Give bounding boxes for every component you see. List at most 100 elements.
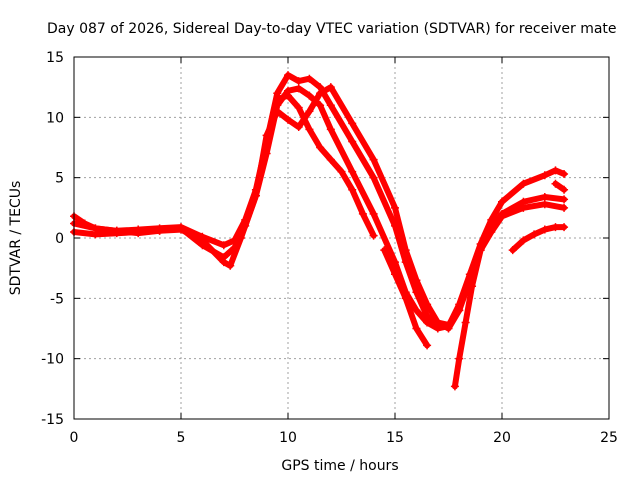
data-point: [294, 103, 303, 112]
data-point: [560, 203, 569, 212]
data-point: [305, 125, 314, 134]
data-point: [391, 270, 399, 279]
data-point: [358, 209, 367, 218]
data-point: [560, 185, 569, 194]
data-point: [112, 226, 121, 235]
data-point: [540, 192, 549, 201]
data-point: [423, 318, 432, 327]
series-line: [509, 224, 568, 254]
y-axis-label: SDTVAR / TECUs: [8, 181, 24, 296]
data-point: [519, 203, 528, 212]
x-tick-label: 25: [600, 430, 618, 446]
data-point: [316, 143, 325, 152]
data-point: [226, 261, 235, 270]
data-point: [560, 195, 569, 204]
data-point: [219, 241, 228, 250]
data-point: [380, 246, 389, 255]
data-point: [519, 236, 528, 245]
data-point: [540, 200, 549, 209]
data-point: [316, 101, 325, 110]
series-track-8: [551, 179, 569, 194]
data-point: [412, 324, 421, 333]
data-point: [498, 212, 506, 221]
data-point: [444, 324, 453, 333]
y-tick-label: 15: [46, 50, 64, 66]
data-point: [530, 230, 539, 239]
data-point: [326, 101, 335, 110]
x-tick-label: 0: [70, 430, 79, 446]
data-point: [262, 131, 271, 140]
data-point: [540, 225, 549, 234]
y-tick-label: 0: [55, 231, 64, 247]
data-point: [177, 225, 185, 234]
data-point: [487, 224, 496, 233]
data-point: [401, 294, 410, 303]
data-point: [423, 341, 432, 350]
data-point: [476, 246, 485, 255]
data-point: [551, 179, 560, 188]
y-tick-label: -10: [41, 352, 64, 368]
data-point: [455, 354, 464, 363]
data-point: [540, 171, 549, 180]
data-point: [560, 170, 569, 179]
data-point: [326, 83, 335, 92]
chart-title: Day 087 of 2026, Sidereal Day-to-day VTE…: [47, 21, 617, 37]
data-point: [450, 382, 459, 391]
series-line: [71, 85, 568, 332]
data-point: [498, 197, 506, 206]
data-point: [198, 236, 207, 245]
data-point: [294, 122, 303, 131]
x-axis-label: GPS time / hours: [281, 458, 398, 474]
data-point: [551, 223, 560, 232]
data-point: [284, 115, 292, 124]
x-tick-label: 15: [386, 430, 404, 446]
y-tick-label: -15: [41, 412, 64, 428]
data-point: [391, 203, 399, 212]
data-point: [369, 209, 378, 218]
series-line: [552, 180, 568, 193]
data-point: [369, 173, 378, 182]
data-point: [369, 231, 378, 240]
data-point: [294, 84, 303, 93]
data-point: [412, 276, 421, 285]
x-tick-label: 10: [279, 430, 297, 446]
y-tick-label: -5: [50, 291, 64, 307]
data-point: [433, 318, 442, 327]
data-point: [305, 74, 314, 83]
data-point: [337, 167, 346, 176]
data-series: [70, 71, 569, 391]
data-point: [305, 91, 314, 100]
data-point: [348, 137, 357, 146]
data-point: [326, 125, 335, 134]
series-track-5: [380, 246, 432, 350]
data-point: [294, 77, 303, 86]
data-point: [273, 95, 282, 104]
data-point: [134, 229, 143, 238]
data-point: [305, 107, 314, 116]
data-point: [369, 155, 378, 164]
data-point: [423, 300, 432, 309]
axis-ticks: 0 5 10 15 20 25 -15 -10 -5 0 5 10 15: [41, 50, 618, 446]
data-point: [461, 318, 470, 327]
data-point: [284, 91, 292, 100]
series-track-2: [70, 84, 569, 333]
data-point: [508, 246, 517, 255]
data-point: [273, 107, 282, 116]
data-point: [91, 224, 100, 233]
series-line: [451, 225, 495, 390]
y-tick-label: 5: [55, 171, 64, 187]
data-point: [219, 258, 228, 267]
data-point: [316, 89, 325, 98]
data-point: [326, 155, 335, 164]
series-line: [274, 92, 377, 239]
series-track-7: [508, 223, 569, 255]
data-point: [519, 179, 528, 188]
data-point: [348, 185, 357, 194]
data-point: [251, 191, 260, 200]
series-track-3: [70, 83, 569, 333]
series-line: [71, 72, 568, 328]
y-tick-label: 10: [46, 110, 64, 126]
data-point: [412, 306, 421, 315]
data-point: [348, 119, 357, 128]
